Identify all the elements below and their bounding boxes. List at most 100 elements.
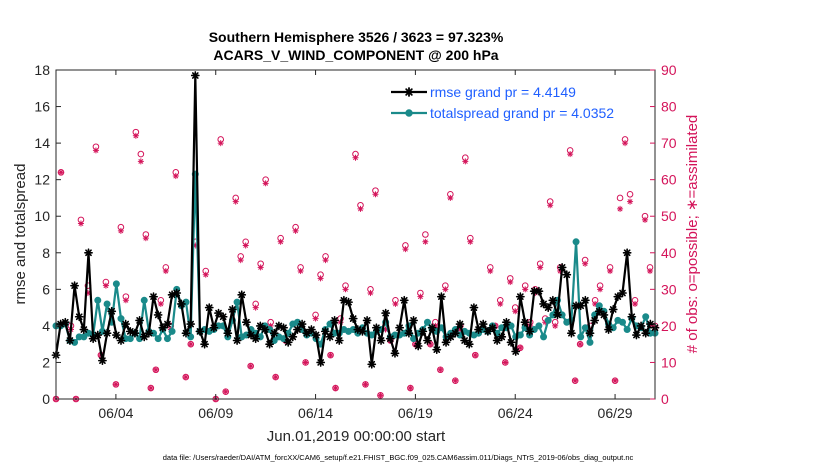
obs-assimilated-point bbox=[217, 140, 224, 147]
rmse-point bbox=[432, 345, 442, 355]
rmse-point-stroke bbox=[289, 333, 297, 341]
rmse-point-stroke bbox=[75, 313, 83, 321]
y-tick-label: 0 bbox=[42, 391, 50, 407]
obs-assimilated-point-stroke bbox=[353, 155, 358, 161]
spread-point bbox=[586, 338, 594, 346]
obs-assimilated-point bbox=[462, 158, 469, 165]
y2-tick-label: 30 bbox=[661, 281, 677, 297]
obs-assimilated-point bbox=[611, 377, 619, 384]
obs-assimilated-point-stroke bbox=[173, 173, 179, 179]
rmse-line bbox=[54, 74, 656, 366]
rmse-point bbox=[641, 328, 651, 338]
legend-spread-text: totalspread grand pr = 4.0352 bbox=[430, 105, 614, 121]
obs-assimilated-point bbox=[252, 304, 259, 311]
obs-assimilated-point-stroke bbox=[378, 393, 383, 398]
rmse-point-stroke bbox=[424, 337, 431, 344]
rmse-point-stroke bbox=[382, 309, 390, 317]
y-tick-label: 10 bbox=[34, 208, 50, 224]
rmse-point bbox=[135, 316, 144, 325]
obs-assimilated-point-stroke bbox=[138, 159, 144, 164]
obs-assimilated-point-stroke bbox=[133, 133, 139, 139]
data-file-footer: data file: /Users/raeder/DAI/ATM_forcXX/… bbox=[163, 453, 634, 462]
obs-assimilated-point-stroke bbox=[462, 159, 468, 164]
rmse-point-stroke bbox=[178, 300, 185, 308]
obs-assimilated-point bbox=[507, 278, 514, 286]
rmse-point-stroke bbox=[131, 329, 139, 337]
rmse-point-stroke bbox=[428, 324, 436, 332]
rmse-point-stroke bbox=[414, 342, 422, 350]
rmse-point bbox=[488, 323, 497, 333]
obs-assimilated-point bbox=[572, 377, 579, 384]
obs-assimilated-point bbox=[247, 363, 254, 370]
obs-assimilated-point bbox=[452, 377, 459, 384]
obs-assimilated-point bbox=[302, 359, 309, 366]
obs-assimilated-point-stroke bbox=[238, 257, 244, 263]
rmse-point bbox=[265, 339, 274, 349]
obs-possible-point bbox=[616, 194, 624, 202]
spread-point bbox=[154, 335, 162, 343]
obs-assimilated-point-stroke bbox=[143, 235, 149, 241]
rmse-point bbox=[381, 308, 391, 318]
x-tick-label: 06/04 bbox=[98, 405, 133, 421]
rmse-point-stroke bbox=[294, 326, 301, 333]
obs-assimilated-point bbox=[467, 238, 474, 245]
y2-tick-label: 40 bbox=[661, 245, 677, 261]
rmse-point-stroke bbox=[280, 324, 287, 332]
rmse-point bbox=[297, 319, 307, 329]
obs-assimilated-point-stroke bbox=[303, 360, 308, 365]
obs-assimilated-point bbox=[512, 308, 519, 315]
obs-assimilated-point bbox=[77, 220, 85, 227]
legend-spread-marker bbox=[405, 109, 413, 117]
rmse-point bbox=[548, 295, 558, 305]
rmse-point-stroke bbox=[94, 331, 102, 339]
rmse-point-stroke bbox=[577, 302, 585, 310]
obs-assimilated-point-stroke bbox=[123, 297, 129, 303]
rmse-point-stroke bbox=[312, 331, 320, 339]
y2-tick-label: 80 bbox=[661, 99, 677, 115]
obs-assimilated-point-stroke bbox=[158, 301, 164, 307]
obs-assimilated-point-stroke bbox=[78, 221, 84, 226]
obs-assimilated-point bbox=[616, 205, 624, 213]
rmse-point bbox=[70, 281, 79, 291]
legend-rmse-marker-star bbox=[404, 87, 414, 97]
rmse-point bbox=[325, 332, 335, 342]
rmse-point-stroke bbox=[600, 311, 608, 319]
obs-assimilated-point-stroke bbox=[507, 279, 513, 285]
obs-assimilated-point-stroke bbox=[328, 352, 333, 358]
rmse-point-stroke bbox=[438, 293, 445, 300]
obs-assimilated-point-stroke bbox=[452, 378, 458, 384]
spread-point bbox=[103, 300, 111, 308]
rmse-point bbox=[506, 337, 516, 347]
obs-assimilated-point-stroke bbox=[253, 305, 259, 310]
rmse-point bbox=[172, 288, 182, 298]
obs-assimilated-point bbox=[367, 289, 374, 297]
obs-assimilated-point-stroke bbox=[218, 140, 224, 146]
rmse-point bbox=[144, 328, 154, 338]
rmse-point-stroke bbox=[308, 326, 315, 333]
rmse-point bbox=[60, 317, 70, 327]
rmse-point-stroke bbox=[80, 326, 88, 333]
rmse-point bbox=[395, 323, 405, 333]
rmse-point-stroke bbox=[400, 296, 408, 304]
rmse-point bbox=[515, 292, 525, 302]
x-axis-ticks: 06/04 06/09 06/14 06/19 06/24 06/29 bbox=[98, 70, 633, 421]
obs-assimilated-point-stroke bbox=[243, 243, 249, 248]
y2-tick-label: 70 bbox=[661, 135, 677, 151]
rmse-point-stroke bbox=[247, 331, 255, 339]
rmse-point bbox=[176, 299, 186, 309]
obs-assimilated-point bbox=[646, 267, 654, 275]
spread-point bbox=[623, 326, 631, 334]
obs-assimilated-point bbox=[187, 341, 194, 348]
rmse-point bbox=[580, 295, 590, 305]
obs-assimilated-point bbox=[327, 352, 334, 359]
rmse-point bbox=[590, 316, 600, 325]
rmse-point-stroke bbox=[164, 320, 171, 328]
obs-assimilated-point bbox=[437, 366, 444, 373]
y-tick-label: 18 bbox=[34, 62, 50, 78]
rmse-point-stroke bbox=[475, 326, 482, 333]
rmse-point-stroke bbox=[196, 328, 204, 335]
rmse-point bbox=[344, 297, 353, 307]
rmse-point-stroke bbox=[99, 357, 106, 364]
rmse-point-stroke bbox=[210, 324, 218, 332]
rmse-point-stroke bbox=[191, 72, 199, 79]
